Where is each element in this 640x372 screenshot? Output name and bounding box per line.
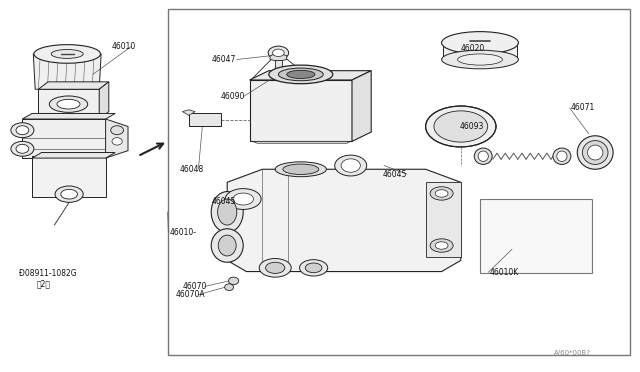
Ellipse shape <box>273 49 284 57</box>
Text: 46045: 46045 <box>211 197 236 206</box>
Text: 46020: 46020 <box>461 44 485 53</box>
Ellipse shape <box>228 277 239 285</box>
Ellipse shape <box>478 151 488 161</box>
Polygon shape <box>22 113 115 119</box>
Ellipse shape <box>11 123 34 138</box>
Polygon shape <box>182 110 195 115</box>
Ellipse shape <box>55 186 83 202</box>
Polygon shape <box>38 89 99 119</box>
Ellipse shape <box>474 148 492 164</box>
Ellipse shape <box>112 138 122 145</box>
Polygon shape <box>227 169 461 272</box>
Polygon shape <box>253 141 351 143</box>
Polygon shape <box>270 53 287 61</box>
Ellipse shape <box>430 187 453 200</box>
Text: 46045: 46045 <box>383 170 407 179</box>
Polygon shape <box>275 60 282 69</box>
Polygon shape <box>32 156 106 197</box>
Text: 46047: 46047 <box>211 55 236 64</box>
Text: A/60*00B?: A/60*00B? <box>554 350 591 356</box>
Ellipse shape <box>435 242 448 249</box>
Polygon shape <box>33 54 101 89</box>
Bar <box>168 9 630 355</box>
Ellipse shape <box>259 259 291 277</box>
Ellipse shape <box>218 199 237 225</box>
Ellipse shape <box>51 49 83 58</box>
Ellipse shape <box>266 262 285 273</box>
Polygon shape <box>352 71 371 141</box>
Ellipse shape <box>283 164 319 174</box>
Polygon shape <box>443 43 517 60</box>
Ellipse shape <box>11 141 34 156</box>
Polygon shape <box>38 82 109 89</box>
Ellipse shape <box>233 193 253 205</box>
Text: （2）: （2） <box>37 279 51 288</box>
Ellipse shape <box>287 70 315 78</box>
Ellipse shape <box>305 263 322 273</box>
Ellipse shape <box>34 45 100 63</box>
Polygon shape <box>22 119 106 158</box>
Polygon shape <box>32 153 115 158</box>
Bar <box>480 199 592 273</box>
Ellipse shape <box>16 126 29 135</box>
Ellipse shape <box>225 189 261 209</box>
Polygon shape <box>250 71 371 80</box>
Ellipse shape <box>341 159 360 172</box>
Polygon shape <box>106 119 128 158</box>
Text: 46010K: 46010K <box>490 268 519 277</box>
Ellipse shape <box>430 239 453 252</box>
Ellipse shape <box>434 111 488 142</box>
Ellipse shape <box>225 284 234 291</box>
Ellipse shape <box>577 136 613 169</box>
Ellipse shape <box>300 260 328 276</box>
Ellipse shape <box>588 145 603 160</box>
Ellipse shape <box>269 65 333 84</box>
Ellipse shape <box>553 148 571 164</box>
Ellipse shape <box>442 32 518 54</box>
Ellipse shape <box>211 229 243 262</box>
Ellipse shape <box>57 99 80 109</box>
Ellipse shape <box>211 192 243 232</box>
Polygon shape <box>99 82 109 119</box>
Text: 46070A: 46070A <box>176 290 205 299</box>
Ellipse shape <box>218 235 236 256</box>
Ellipse shape <box>458 54 502 65</box>
Text: 46070: 46070 <box>182 282 207 291</box>
Ellipse shape <box>426 106 496 147</box>
Ellipse shape <box>61 189 77 199</box>
Text: 46010: 46010 <box>112 42 136 51</box>
Text: 46090: 46090 <box>221 92 245 101</box>
Ellipse shape <box>278 68 323 81</box>
Polygon shape <box>250 80 352 141</box>
Text: 46093: 46093 <box>460 122 484 131</box>
Polygon shape <box>189 113 221 126</box>
Ellipse shape <box>16 144 29 153</box>
Ellipse shape <box>49 96 88 112</box>
Text: 46071: 46071 <box>571 103 595 112</box>
Ellipse shape <box>335 155 367 176</box>
Ellipse shape <box>111 126 124 135</box>
Text: 46010-: 46010- <box>170 228 196 237</box>
Text: 46048: 46048 <box>179 165 204 174</box>
Ellipse shape <box>582 141 608 164</box>
Ellipse shape <box>435 190 448 197</box>
Text: Ð08911-1082G: Ð08911-1082G <box>19 269 77 278</box>
Ellipse shape <box>557 151 567 161</box>
Polygon shape <box>426 182 461 257</box>
Ellipse shape <box>275 162 326 177</box>
Ellipse shape <box>442 50 518 69</box>
Ellipse shape <box>268 46 289 60</box>
